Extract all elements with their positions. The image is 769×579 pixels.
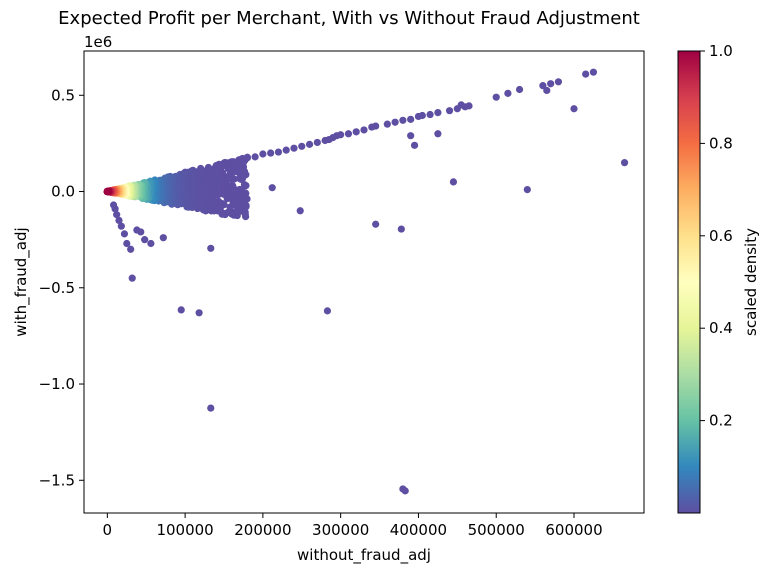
scatter-point bbox=[274, 148, 283, 156]
scatter-point bbox=[410, 141, 419, 149]
scatter-point bbox=[504, 89, 512, 97]
scatter-point bbox=[391, 118, 399, 126]
colorbar-tick-label: 0.6 bbox=[709, 227, 733, 245]
scatter-point bbox=[543, 86, 551, 95]
colorbar-tick-label: 0.2 bbox=[709, 412, 733, 430]
scatter-point bbox=[570, 105, 578, 113]
scatter-point bbox=[589, 68, 598, 76]
scatter-point bbox=[323, 307, 332, 315]
scatter-point bbox=[298, 142, 306, 150]
y-axis-label: with_fraud_adj bbox=[12, 227, 31, 336]
scatter-point bbox=[229, 197, 237, 205]
scatter-point bbox=[523, 186, 531, 194]
colorbar-tick-label: 0.4 bbox=[709, 319, 733, 337]
colorbar bbox=[677, 50, 701, 514]
y-tick-label: 0.0 bbox=[51, 183, 75, 201]
scatter-point bbox=[282, 146, 290, 154]
y-tick-label: −1.5 bbox=[39, 471, 75, 489]
scatter-point bbox=[547, 80, 555, 88]
colorbar-axis: 0.2 0.4 0.6 0.8 1.0 bbox=[700, 42, 733, 430]
scatter-point bbox=[383, 120, 391, 128]
scatter-point bbox=[127, 245, 135, 253]
x-tick-label: 100000 bbox=[156, 521, 213, 539]
colorbar-tick-label: 0.8 bbox=[709, 134, 733, 152]
x-tick-label: 400000 bbox=[390, 521, 447, 539]
scatter-point bbox=[352, 128, 360, 136]
scatter-point bbox=[268, 184, 276, 192]
x-tick-label: 0 bbox=[103, 521, 113, 539]
scatter-point bbox=[397, 225, 405, 233]
scatter-point bbox=[195, 309, 203, 317]
scatter-point bbox=[123, 239, 131, 248]
scatter-point bbox=[147, 239, 155, 248]
scatter-point bbox=[103, 187, 111, 196]
scatter-point bbox=[117, 222, 125, 230]
y-axis: −1.5 −1.0 −0.5 0.0 0.5 bbox=[39, 86, 84, 489]
scatter-point bbox=[115, 216, 123, 224]
scatter-point bbox=[207, 404, 215, 412]
scatter-point bbox=[399, 485, 407, 493]
scatter-point bbox=[199, 206, 208, 214]
y-tick-label: 0.5 bbox=[51, 86, 75, 104]
scatter-point bbox=[539, 82, 547, 90]
scatter-point bbox=[620, 159, 629, 167]
scatter-point bbox=[399, 116, 407, 124]
scatter-point bbox=[372, 220, 380, 228]
y-tick-label: −0.5 bbox=[39, 279, 75, 297]
plot-frame bbox=[83, 50, 645, 514]
scatter-point bbox=[426, 110, 434, 119]
scatter-point bbox=[207, 244, 215, 252]
scatter-point bbox=[251, 153, 259, 161]
scatter-point bbox=[236, 174, 244, 183]
y-offset-label: 1e6 bbox=[84, 33, 112, 51]
scatter-point bbox=[344, 130, 353, 138]
scatter-point bbox=[434, 130, 442, 138]
scatter-point bbox=[449, 178, 458, 186]
scatter-point bbox=[296, 207, 304, 215]
scatter-point bbox=[305, 140, 314, 148]
scatter-point bbox=[177, 306, 185, 314]
scatter-point bbox=[120, 230, 129, 238]
scatter-point bbox=[515, 85, 524, 94]
scatter-point bbox=[267, 149, 275, 157]
scatter-point bbox=[554, 78, 563, 86]
scatter-point bbox=[414, 112, 423, 121]
scatter-point bbox=[445, 107, 454, 115]
y-tick-label: −1.0 bbox=[39, 375, 75, 393]
scatter-point bbox=[368, 123, 376, 131]
scatter-point bbox=[259, 150, 267, 158]
x-tick-label: 200000 bbox=[234, 521, 291, 539]
scatter-point bbox=[113, 211, 121, 219]
scatter-point bbox=[453, 105, 461, 113]
scatter-point bbox=[290, 144, 298, 152]
x-axis: 0 100000 200000 300000 400000 500000 600000 bbox=[103, 513, 603, 539]
scatter-point bbox=[360, 126, 368, 134]
points-layer bbox=[103, 68, 629, 495]
x-tick-label: 300000 bbox=[312, 521, 369, 539]
scatter-point bbox=[407, 132, 415, 140]
colorbar-label: scaled density bbox=[742, 228, 760, 336]
scatter-point bbox=[133, 226, 141, 234]
scatter-point bbox=[582, 70, 590, 78]
scatter-point bbox=[407, 115, 415, 123]
colorbar-tick-label: 1.0 bbox=[709, 42, 733, 60]
scatter-point bbox=[313, 138, 321, 147]
x-tick-label: 600000 bbox=[545, 521, 602, 539]
scatter-point bbox=[321, 136, 329, 145]
scatter-point bbox=[159, 234, 167, 242]
scatter-point bbox=[141, 236, 149, 244]
scatter-point bbox=[434, 109, 442, 117]
x-tick-label: 500000 bbox=[468, 521, 525, 539]
scatter-point bbox=[492, 93, 500, 101]
scatter-point bbox=[109, 201, 118, 209]
chart-title: Expected Profit per Merchant, With vs Wi… bbox=[58, 8, 640, 29]
scatter-point bbox=[128, 274, 136, 282]
x-axis-label: without_fraud_adj bbox=[297, 546, 431, 565]
